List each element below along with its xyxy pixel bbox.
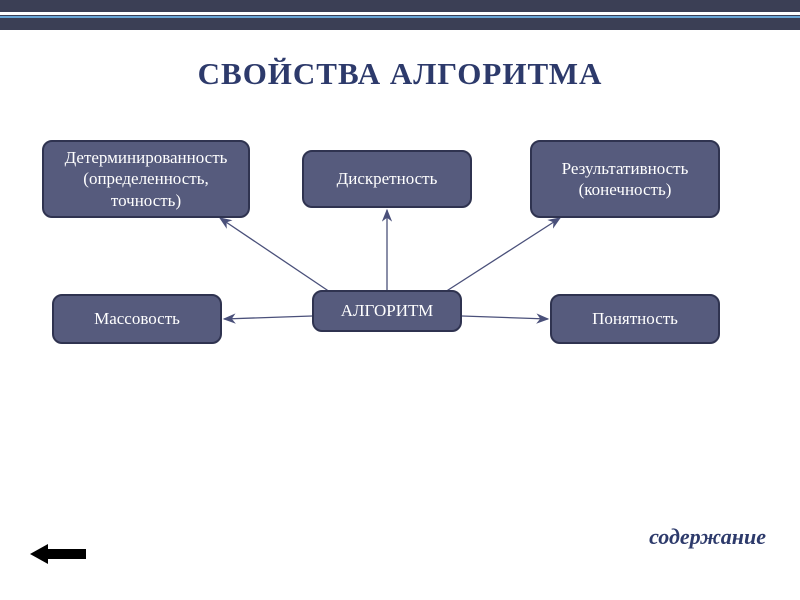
- back-arrow-icon: [30, 542, 90, 566]
- header-accent-line: [0, 16, 800, 18]
- header-stripe: [0, 0, 800, 30]
- node-algorithm: АЛГОРИТМ: [312, 290, 462, 332]
- node-clarity: Понятность: [550, 294, 720, 344]
- contents-link[interactable]: содержание: [649, 524, 766, 550]
- back-arrow-button[interactable]: [30, 542, 90, 566]
- header-bar: [0, 0, 800, 34]
- page-title: СВОЙСТВА АЛГОРИТМА: [0, 56, 800, 92]
- edge-algorithm-determinism: [220, 218, 330, 292]
- node-massiveness: Массовость: [52, 294, 222, 344]
- edge-algorithm-massiveness: [224, 316, 312, 319]
- node-resultivity: Результативность (конечность): [530, 140, 720, 218]
- edge-algorithm-clarity: [462, 316, 548, 319]
- edge-algorithm-resultivity: [445, 218, 560, 292]
- node-determinism: Детерминированность (определенность, точ…: [42, 140, 250, 218]
- header-line: [0, 12, 800, 15]
- node-discreteness: Дискретность: [302, 150, 472, 208]
